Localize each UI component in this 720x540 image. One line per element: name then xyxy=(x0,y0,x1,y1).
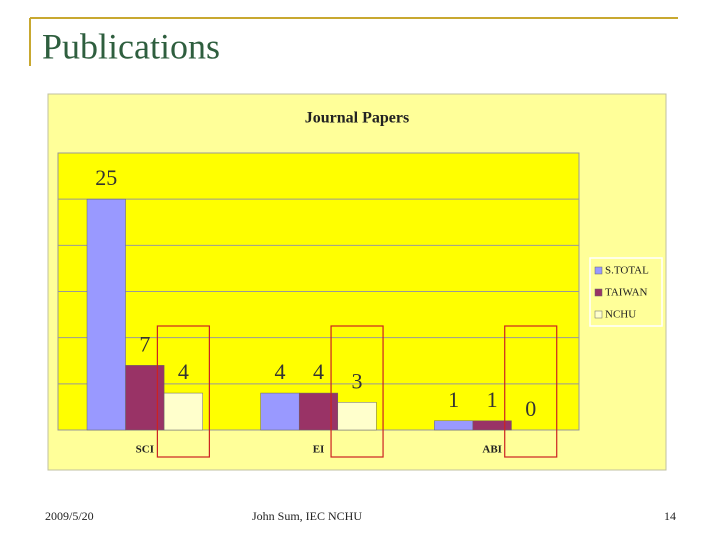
legend-label: S.TOTAL xyxy=(605,265,649,277)
data-label: 1 xyxy=(487,387,498,412)
highlight-box xyxy=(156,325,210,458)
data-label: 7 xyxy=(139,331,150,356)
data-label: 25 xyxy=(95,165,117,190)
legend-swatch xyxy=(594,310,603,319)
x-tick-label: SCI xyxy=(136,444,154,456)
bar xyxy=(163,392,203,431)
legend-label: NCHU xyxy=(605,309,636,321)
legend-swatch xyxy=(594,288,603,297)
x-tick-label: EI xyxy=(313,444,325,456)
data-label: 1 xyxy=(448,387,459,412)
bar xyxy=(298,392,339,431)
footer-date: 2009/5/20 xyxy=(45,509,94,523)
bar xyxy=(472,420,512,431)
footer-author: John Sum, IEC NCHU xyxy=(252,509,362,523)
legend-swatch xyxy=(594,266,603,275)
data-label: 4 xyxy=(313,359,324,384)
data-label: 4 xyxy=(178,359,189,384)
bar xyxy=(125,365,165,431)
highlight-box xyxy=(330,325,384,458)
bar xyxy=(86,198,126,431)
bar xyxy=(260,392,300,431)
legend-label: TAIWAN xyxy=(605,287,648,299)
bar xyxy=(337,402,377,431)
footer-page: 14 xyxy=(664,509,676,523)
slide-title: Publications xyxy=(42,26,220,66)
highlight-box xyxy=(504,325,558,458)
data-label: 3 xyxy=(352,368,363,393)
chart-title: Journal Papers xyxy=(305,110,409,127)
x-tick-label: ABI xyxy=(482,444,502,456)
data-label: 4 xyxy=(274,359,285,384)
bar xyxy=(434,420,474,431)
data-label: 0 xyxy=(525,396,536,421)
